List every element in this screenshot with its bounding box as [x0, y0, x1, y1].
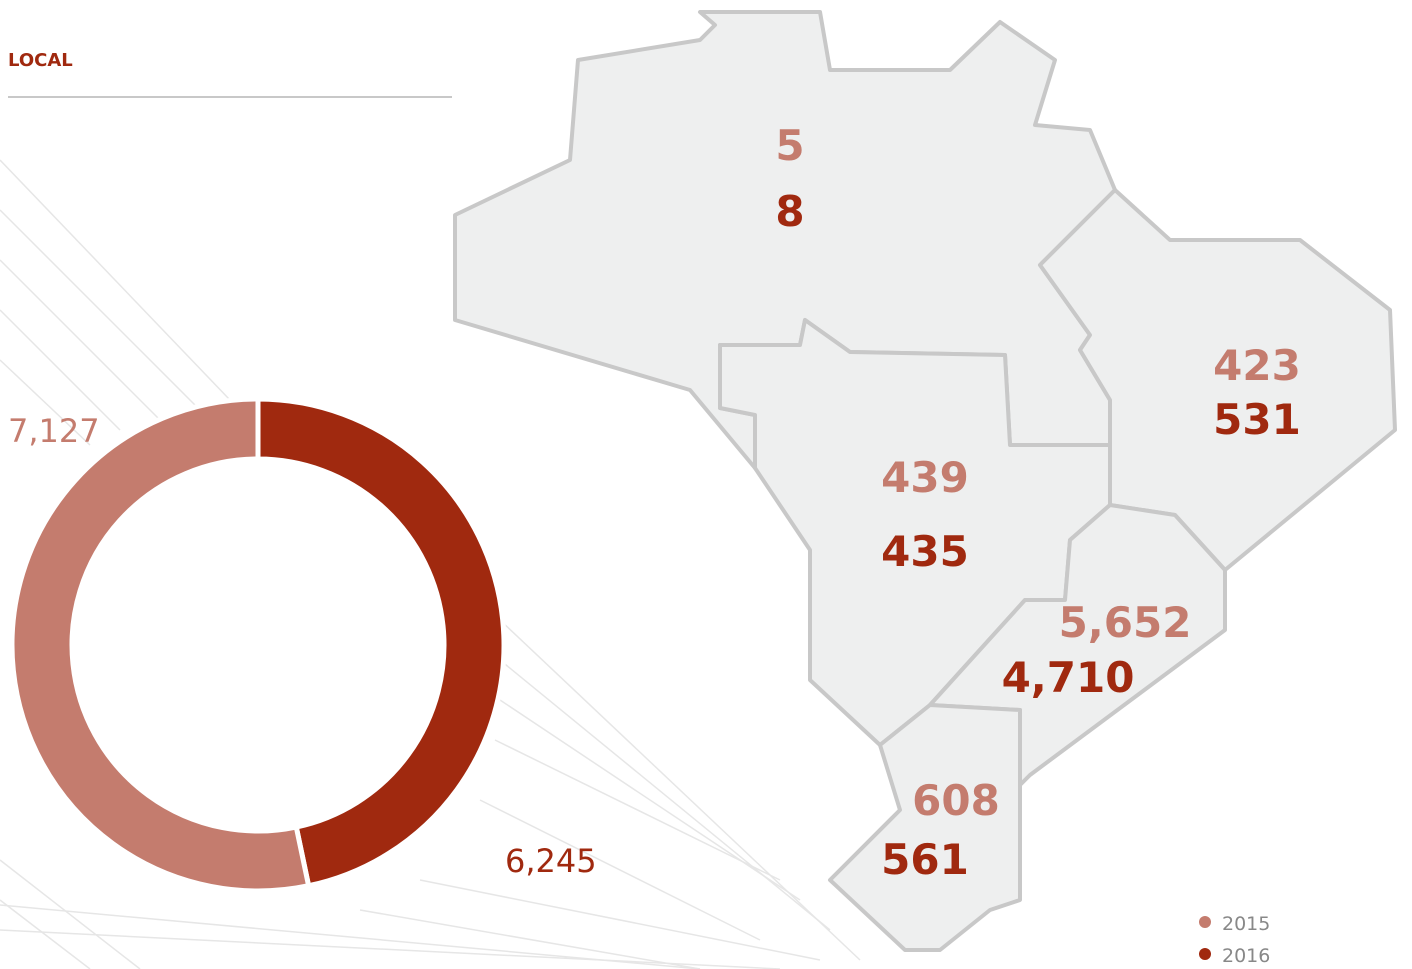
region-value: 5 — [775, 121, 804, 170]
background-lines — [0, 159, 861, 969]
legend-label: 2016 — [1222, 945, 1270, 967]
region-value: 608 — [912, 776, 1000, 825]
region-value: 5,652 — [1059, 598, 1192, 647]
region-value: 561 — [881, 835, 969, 884]
region-value: 4,710 — [1002, 653, 1135, 702]
legend-label: 2015 — [1222, 913, 1270, 935]
donut-segment — [255, 396, 507, 889]
map — [453, 10, 1397, 952]
region-value: 423 — [1213, 341, 1301, 390]
donut-value-label: 6,245 — [505, 842, 597, 880]
region-value: 8 — [775, 187, 804, 236]
region-value: 439 — [881, 453, 969, 502]
title: LOCAL — [8, 50, 73, 71]
donut-value-label: 7,127 — [8, 412, 100, 450]
donut-segment — [9, 396, 312, 894]
region-value: 435 — [881, 527, 969, 576]
region-south — [828, 703, 1022, 952]
legend-marker — [1199, 948, 1211, 960]
legend-marker — [1199, 916, 1211, 928]
region-value: 531 — [1213, 395, 1301, 444]
